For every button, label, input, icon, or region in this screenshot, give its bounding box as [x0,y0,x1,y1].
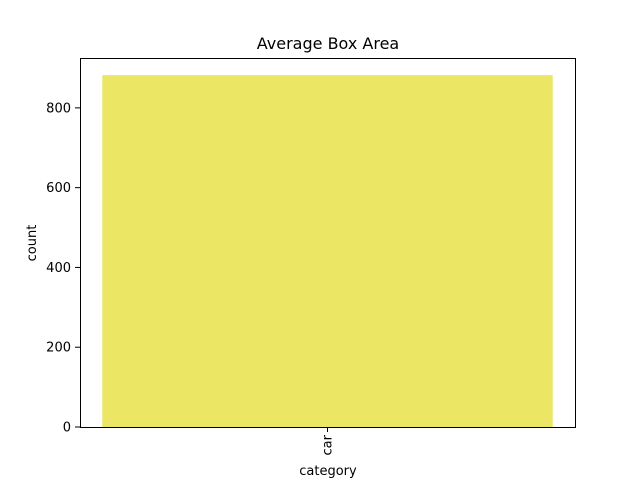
y-tick-label: 800 [46,101,71,116]
x-axis-label: category [299,464,357,479]
y-tick-label: 400 [46,261,71,276]
y-tick-label: 200 [46,341,71,356]
y-axis-label: count [25,225,40,262]
y-tick-label: 600 [46,181,71,196]
x-tick-label: car [321,434,336,455]
axes-frame [80,58,576,428]
plot-area: car 0 200 400 600 800 [46,75,553,455]
bar-car [102,75,553,428]
chart-title: Average Box Area [257,34,399,53]
y-tick-label: 0 [63,421,71,436]
